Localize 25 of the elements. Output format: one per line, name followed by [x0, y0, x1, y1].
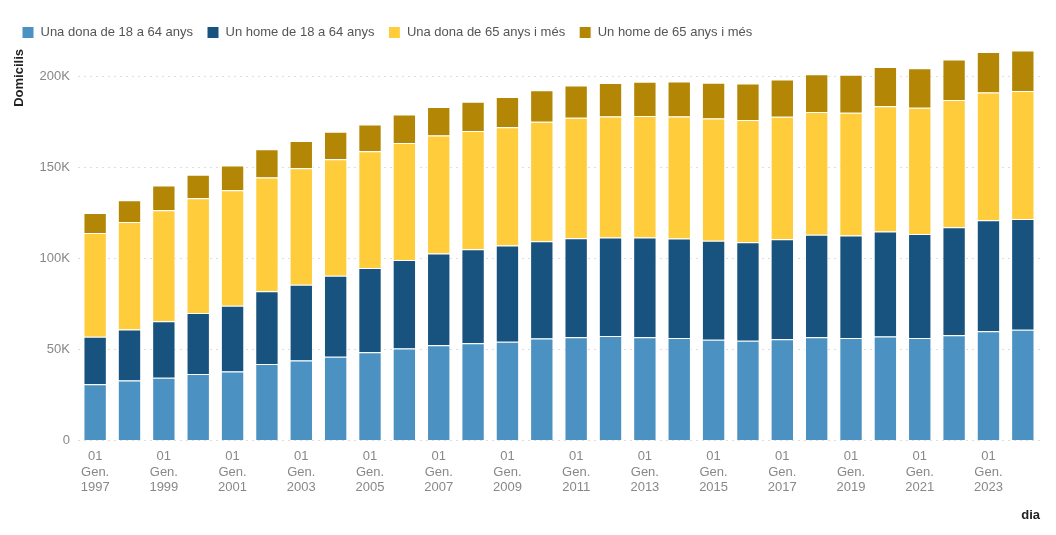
- x-axis-title: dia: [1021, 506, 1041, 522]
- x-tick-label: 01 Gen. 2023: [974, 447, 1003, 495]
- x-tick-label: 01 Gen. 2013: [630, 447, 660, 495]
- x-tick-label: 01 Gen. 1999: [149, 447, 179, 495]
- y-tick-label: 200K: [39, 67, 71, 83]
- y-tick-label: 0: [62, 432, 70, 448]
- x-tick-label: 01 Gen. 2005: [355, 447, 385, 495]
- x-tick-label: 01 Gen. 2009: [492, 447, 522, 495]
- y-tick-label: 50K: [46, 341, 71, 357]
- legend-label: Un home de 65 anys i més: [597, 24, 753, 40]
- y-axis-title: Domicilis: [11, 49, 27, 107]
- x-tick-label: 01 Gen. 2019: [836, 447, 866, 495]
- legend-label: Un home de 18 a 64 anys: [225, 24, 375, 40]
- x-tick-label: 01 Gen. 2007: [424, 447, 454, 495]
- y-tick-label: 100K: [39, 250, 71, 266]
- x-tick-label: 01 Gen. 2003: [286, 447, 316, 495]
- x-tick-label: 01 Gen. 2017: [767, 447, 797, 495]
- x-tick-label: 01 Gen. 1997: [80, 447, 110, 495]
- x-tick-label: 01 Gen. 2011: [562, 447, 591, 495]
- legend-label: Una dona de 18 a 64 anys: [40, 24, 194, 40]
- x-tick-label: 01 Gen. 2021: [905, 447, 935, 495]
- x-tick-label: 01 Gen. 2015: [699, 447, 729, 495]
- y-tick-label: 150K: [39, 158, 71, 174]
- legend-label: Una dona de 65 anys i més: [406, 24, 566, 40]
- x-tick-label: 01 Gen. 2001: [218, 447, 248, 495]
